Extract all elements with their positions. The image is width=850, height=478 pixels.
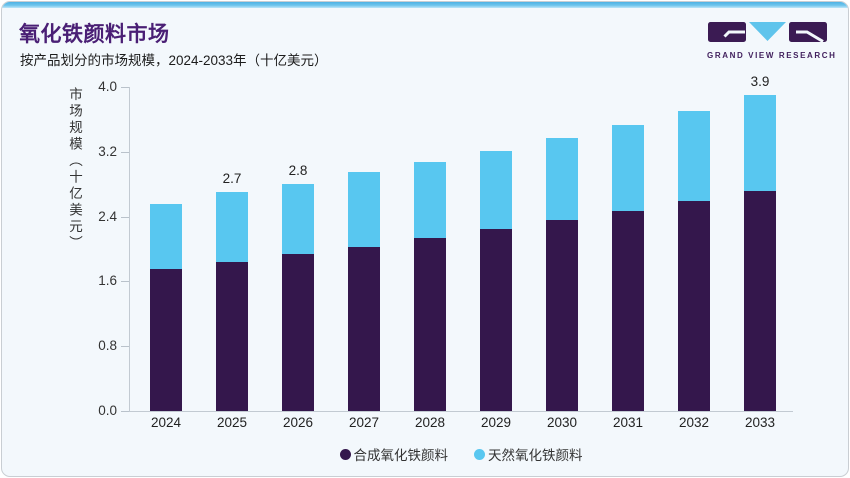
logo-brand-text: GRAND VIEW RESEARCH bbox=[707, 51, 837, 60]
bar-segment-synthetic-2030 bbox=[546, 219, 578, 411]
bar-segment-synthetic-2024 bbox=[150, 269, 182, 411]
x-axis-label-2033: 2033 bbox=[744, 415, 776, 430]
y-tick-mark bbox=[121, 87, 129, 88]
x-axis-label-2029: 2029 bbox=[480, 415, 512, 430]
bar-segment-synthetic-2032 bbox=[678, 201, 710, 411]
y-tick-label: 4.0 bbox=[98, 79, 117, 94]
bar-segment-natural-2024 bbox=[150, 204, 182, 270]
x-axis-line bbox=[129, 411, 793, 412]
bar-segment-natural-2029 bbox=[480, 150, 512, 229]
gvr-logo-icon bbox=[707, 22, 827, 43]
y-axis-title: 市场规模（十亿美元） bbox=[67, 87, 82, 252]
legend-dot-synthetic bbox=[339, 448, 351, 460]
legend-label-synthetic: 合成氧化铁颜料 bbox=[353, 448, 449, 463]
legend-dot-natural bbox=[474, 448, 485, 460]
y-tick-label: 2.4 bbox=[98, 208, 117, 224]
y-tick-mark bbox=[121, 216, 129, 218]
y-tick-label: 3.2 bbox=[98, 143, 117, 159]
top-accent-bar bbox=[2, 2, 848, 8]
bar-total-label-2033: 3.9 bbox=[750, 74, 770, 90]
bar-segment-synthetic-2026 bbox=[282, 253, 314, 411]
bar-segment-natural-2032 bbox=[678, 111, 710, 202]
x-axis-label-2032: 2032 bbox=[678, 415, 710, 430]
y-tick-label: 1.6 bbox=[98, 273, 117, 289]
bar-segment-natural-2025 bbox=[216, 192, 248, 262]
bar-segment-synthetic-2028 bbox=[414, 237, 446, 411]
x-axis-label-2030: 2030 bbox=[546, 415, 578, 430]
y-tick-label: 0.0 bbox=[98, 403, 117, 418]
y-tick-mark bbox=[121, 346, 129, 348]
x-axis-label-2027: 2027 bbox=[348, 415, 380, 430]
bar-segment-synthetic-2029 bbox=[480, 228, 512, 411]
page-subtitle: 按产品划分的市场规模，2024-2033年（十亿美元） bbox=[20, 53, 328, 68]
gvr-logo: GRAND VIEW RESEARCH bbox=[707, 22, 837, 60]
legend-item-natural: 天然氧化铁颜料 bbox=[474, 444, 583, 464]
bar-segment-natural-2028 bbox=[414, 161, 446, 238]
x-axis-label-2031: 2031 bbox=[612, 415, 644, 430]
x-axis-label-2028: 2028 bbox=[414, 415, 446, 430]
x-axis-label-2026: 2026 bbox=[282, 415, 314, 430]
bar-segment-natural-2030 bbox=[546, 138, 578, 220]
legend-item-synthetic: 合成氧化铁颜料 bbox=[339, 444, 449, 464]
bar-segment-synthetic-2025 bbox=[216, 261, 248, 411]
bar-segment-natural-2026 bbox=[282, 184, 314, 254]
page-title: 氧化铁颜料市场 bbox=[19, 23, 170, 46]
bar-segment-synthetic-2027 bbox=[348, 246, 380, 411]
chart-legend: 合成氧化铁颜料 天然氧化铁颜料 bbox=[129, 444, 793, 464]
bar-segment-natural-2033 bbox=[744, 95, 776, 191]
x-axis-label-2025: 2025 bbox=[216, 415, 248, 430]
bar-segment-synthetic-2031 bbox=[612, 210, 644, 411]
bar-total-label-2025: 2.7 bbox=[222, 171, 242, 187]
y-tick-mark bbox=[121, 151, 129, 153]
legend-label-natural: 天然氧化铁颜料 bbox=[488, 448, 583, 463]
bar-segment-synthetic-2033 bbox=[744, 190, 776, 411]
x-axis-label-2024: 2024 bbox=[150, 415, 182, 430]
y-tick-mark bbox=[121, 281, 129, 283]
y-tick-label: 0.8 bbox=[98, 338, 117, 354]
bar-total-label-2026: 2.8 bbox=[288, 163, 308, 179]
y-axis-line bbox=[129, 87, 130, 411]
y-tick-mark bbox=[121, 411, 129, 412]
bar-segment-natural-2027 bbox=[348, 172, 380, 247]
bar-segment-natural-2031 bbox=[612, 125, 644, 211]
